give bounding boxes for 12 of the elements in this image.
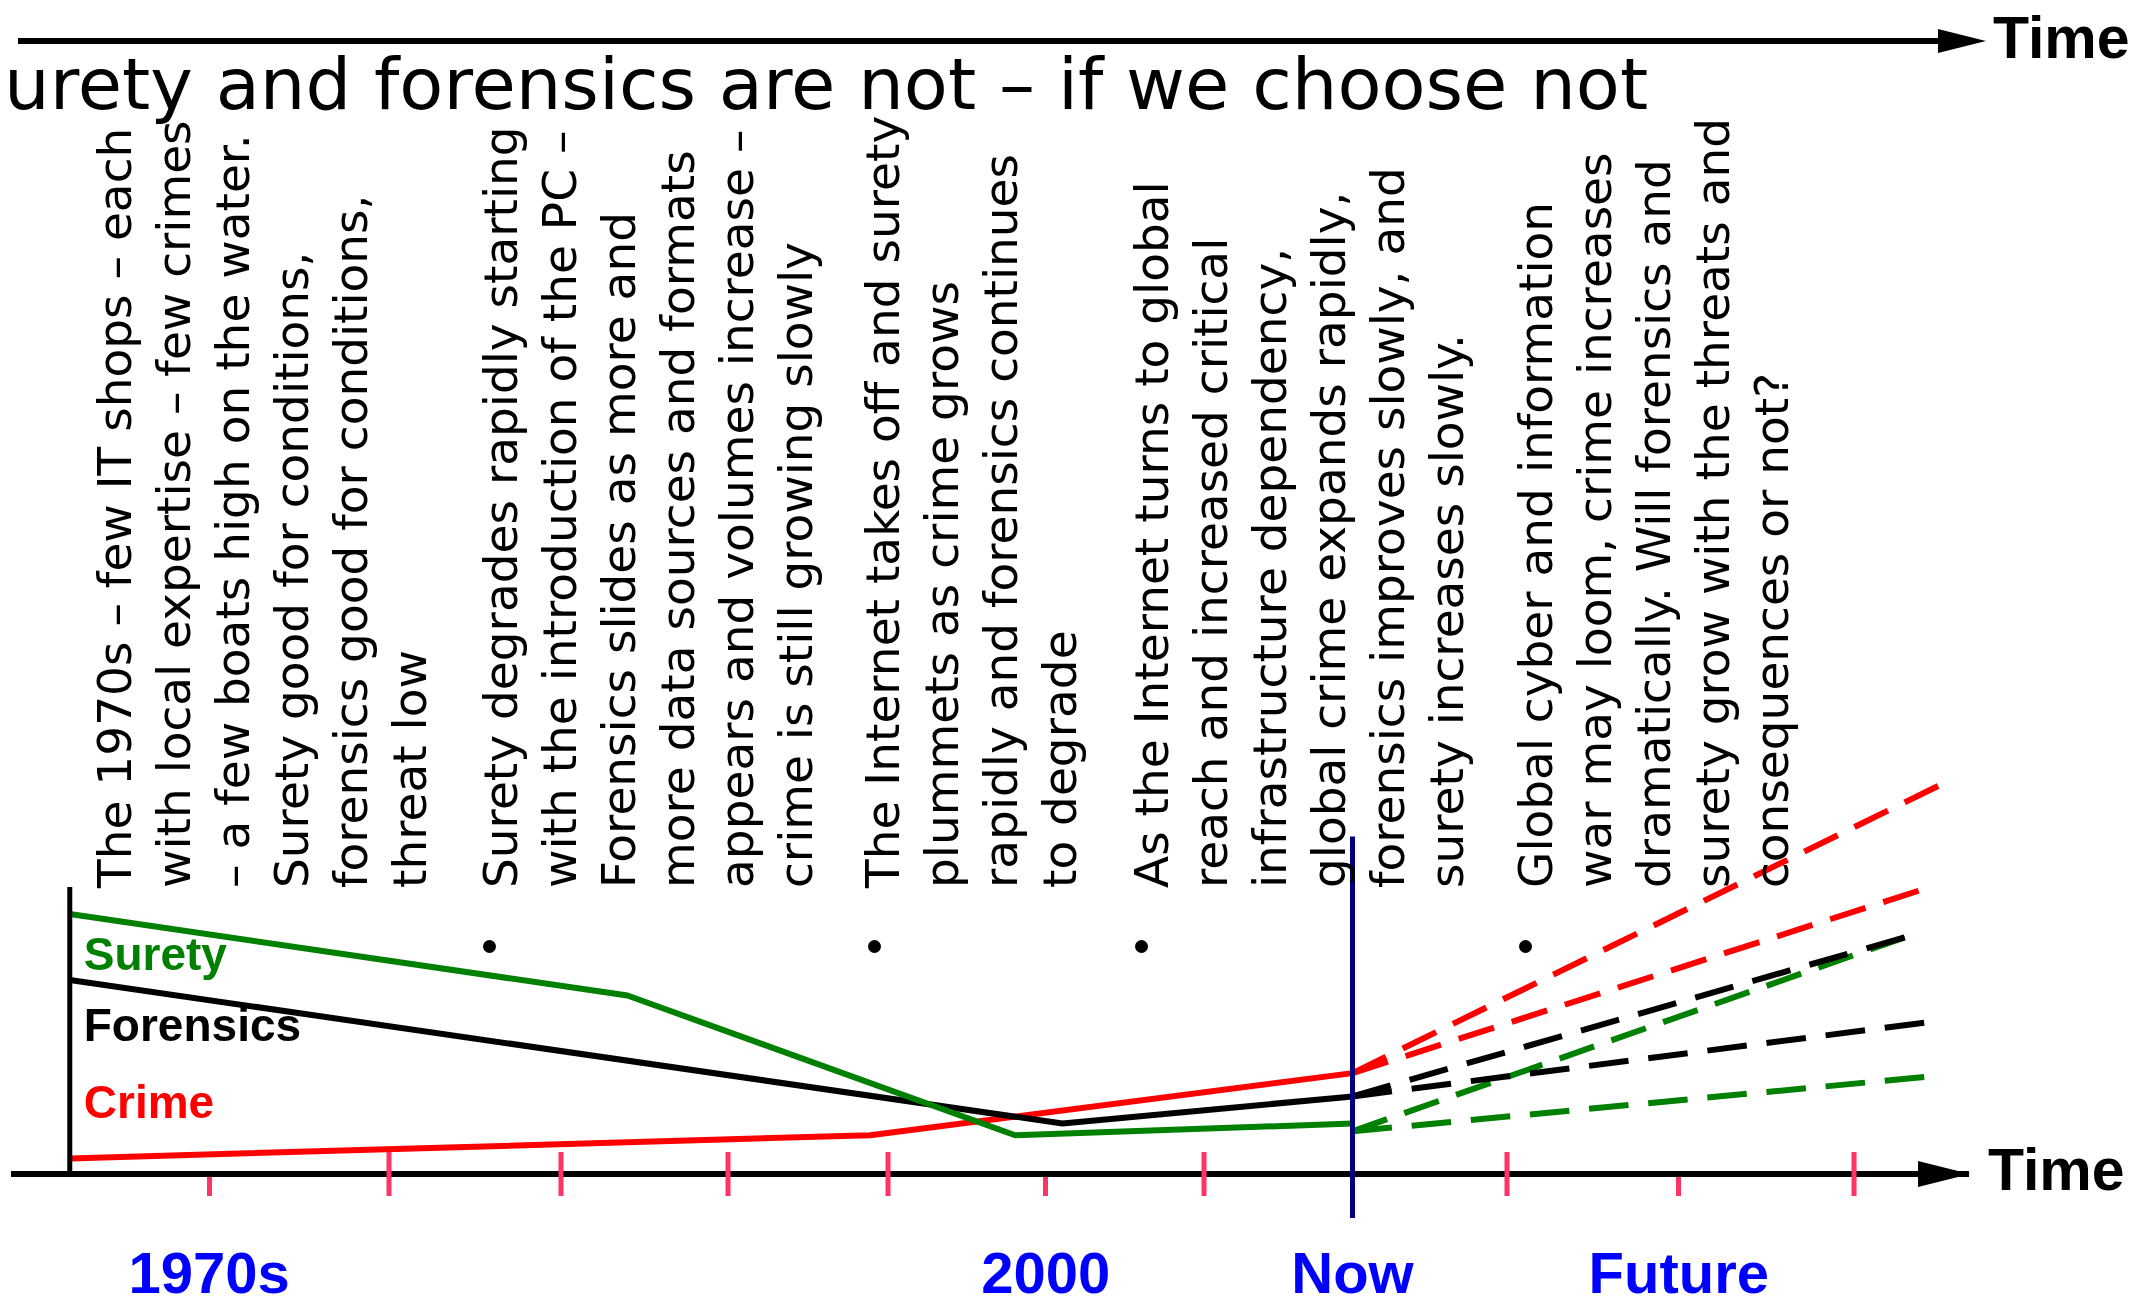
series-label: Crime (83, 1076, 215, 1129)
x-tick-label: Future (1588, 1240, 1769, 1304)
annotation: As the Internet turns to global reach and increased critical infrastructure dependency, global crime expands rapidly, forensics improves slowly, and surety increases slowly. (1123, 167, 1475, 888)
x-tick-label: Now (1291, 1240, 1415, 1304)
annotation: Surety degrades rapidly starting with the introduction of the PC – Forensics slides as more and more data sources and formats appears and volumes increase – crime is still growing slowly (472, 126, 824, 888)
annotation: Global cyber and information war may loom, crime increases dramatically. Will forensics and surety grow with the threats and consequences or not? (1508, 117, 1799, 888)
series-label: Forensics (83, 998, 302, 1051)
x-tick-label: 1970s (128, 1240, 290, 1304)
text: Time (1993, 4, 2130, 73)
series-label: Surety (83, 927, 228, 980)
x-axis-title: Time (1988, 1137, 2125, 1204)
x-tick-label: 2000 (981, 1240, 1111, 1304)
